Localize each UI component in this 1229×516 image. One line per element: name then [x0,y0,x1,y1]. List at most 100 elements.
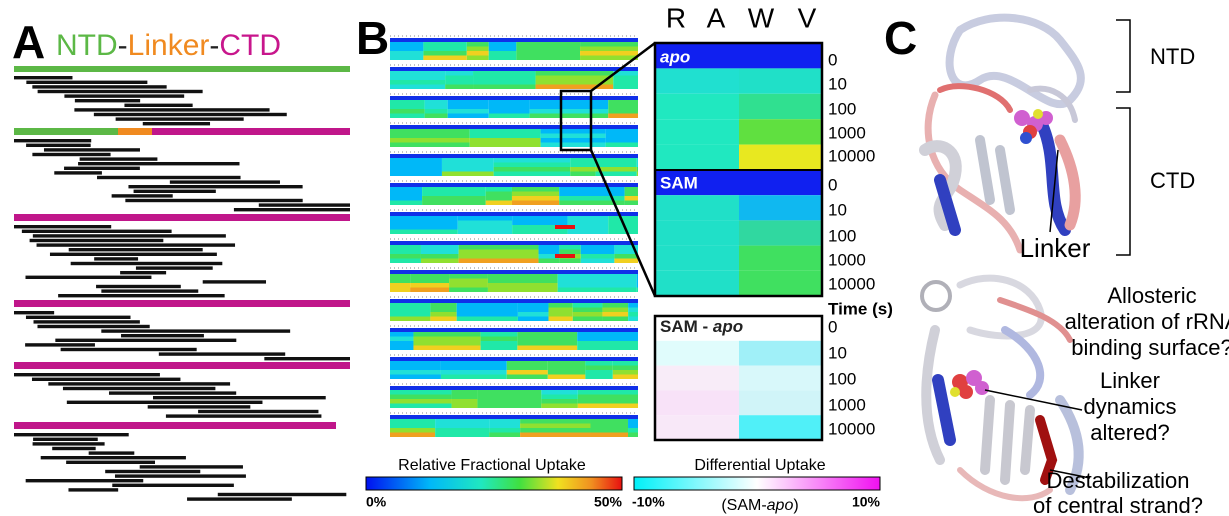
time-label: 10000 [828,146,875,165]
heat-cell [506,374,548,379]
peptide [264,357,350,361]
inset-cell [655,316,739,341]
inset-cell [655,340,739,366]
heat-cell [390,129,470,134]
heat-cell [547,374,586,379]
heat-cell [493,167,571,172]
heat-cell [567,216,609,221]
heat-row [390,415,638,419]
heat-cell [612,374,638,379]
peptide [29,238,164,243]
inset-cell [739,144,822,170]
heat-cell [451,403,478,408]
heat-cell [605,142,638,147]
heat-cell [595,167,637,172]
heat-cell [466,46,489,51]
peptide [152,396,326,400]
peptide [78,162,240,166]
heat-cell [390,167,442,172]
heat-cell [585,365,613,370]
peptide [33,437,98,441]
time-label: 10 [828,343,847,362]
heat-cell [559,200,625,205]
inset-title: apo [660,47,690,66]
heat-cell [488,55,517,60]
heat-cell [547,370,586,375]
peptide [43,148,140,152]
heat-cell [613,80,638,85]
heat-cell [608,104,638,109]
peptide [66,400,263,404]
heat-cell [548,316,573,321]
heat-cell [511,191,560,196]
heat-cell [529,100,609,105]
heat-cell [636,158,638,163]
heat-cell [413,341,481,346]
heat-row [390,357,638,361]
annotation: altered? [1090,420,1170,445]
heat-cell [580,245,615,250]
heat-cell [489,432,521,437]
heat-cell [613,75,638,80]
heat-cell [529,109,609,114]
peptide [217,492,347,497]
peptide [198,409,319,414]
time-label: 0 [828,175,837,194]
heat-cell [605,129,638,134]
heat-cell [485,196,512,201]
heat-cell [410,278,450,283]
peptide [36,243,236,247]
heat-cell [580,42,638,47]
heat-cell [390,171,442,176]
time-label: 10000 [828,419,875,438]
peptide [32,234,226,238]
heat-cell [435,428,490,433]
heat-cell [520,423,591,428]
heat-cell [420,249,459,254]
heat-cell [577,332,638,337]
panel-label: A [12,16,45,68]
heat-cell [473,84,536,89]
heat-cell [390,399,452,404]
panel-title: NTD-Linker-CTD [56,29,281,62]
inset-cell [739,270,822,296]
heat-cell [390,104,425,109]
inset-cell [655,195,739,221]
heat-cell [559,191,625,196]
heat-cell [480,341,518,346]
inset-cell [655,170,739,196]
heat-cell [590,423,629,428]
scale-min: -10% [632,494,665,510]
heat-cell [602,316,629,321]
subtitle-part: apo [767,497,794,514]
column-label: R [666,2,686,33]
heat-cell [435,423,490,428]
heat-cell [572,316,603,321]
peptide [101,329,291,333]
peptide [66,460,156,464]
heat-cell [559,187,625,192]
heat-cell [585,374,613,379]
heat-cell [548,312,573,317]
heat-cell [469,138,541,143]
heat-row [390,241,638,245]
peptide [48,382,231,386]
title-ctd: CTD [219,29,281,62]
heat-cell [390,113,425,118]
heat-cell [585,370,613,375]
inset-cell [739,170,822,196]
heat-cell [572,312,603,317]
heat-cell [517,312,549,317]
heat-cell [423,55,467,60]
heat-cell [413,345,481,350]
heat-cell [548,307,573,312]
heat-cell [511,196,560,201]
peptide [21,229,172,233]
domain-bar [14,66,350,72]
heat-cell [469,142,541,147]
heat-cell [390,341,414,346]
heat-cell [570,167,596,172]
heat-row [390,299,638,303]
peptide [25,275,152,279]
heat-cell [441,171,494,176]
